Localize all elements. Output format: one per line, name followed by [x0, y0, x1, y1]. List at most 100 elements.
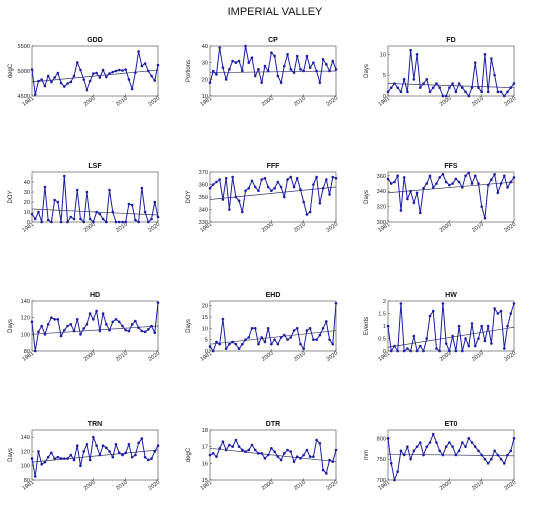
- data-point: [503, 462, 506, 465]
- data-point: [499, 309, 503, 313]
- data-point: [72, 329, 76, 333]
- data-point: [289, 175, 293, 179]
- data-point: [308, 66, 312, 69]
- data-point: [215, 455, 218, 458]
- data-point: [257, 342, 260, 346]
- data-point: [438, 449, 441, 453]
- y-tick-label: 10: [24, 210, 30, 216]
- data-point: [37, 79, 40, 83]
- data-point: [244, 338, 247, 341]
- data-point: [402, 176, 406, 179]
- y-tick-label: 300: [377, 220, 386, 226]
- y-axis-label: DOY: [186, 190, 192, 203]
- data-point: [66, 220, 69, 224]
- data-point: [79, 464, 82, 468]
- data-point: [130, 203, 134, 207]
- x-tick-label: 2020: [326, 96, 340, 108]
- data-point: [69, 323, 73, 326]
- panel-title: CP: [268, 37, 278, 44]
- data-point: [483, 53, 487, 56]
- data-point: [46, 455, 50, 459]
- data-point: [470, 182, 474, 185]
- data-point: [428, 174, 432, 178]
- data-point: [428, 314, 432, 318]
- data-point: [59, 220, 63, 224]
- y-tick-label: 0.5: [378, 337, 386, 343]
- series-line: [387, 171, 515, 219]
- y-axis-label: degC: [8, 63, 14, 78]
- data-point: [396, 470, 399, 473]
- series-line: [31, 302, 159, 352]
- data-point: [140, 186, 144, 190]
- data-point: [69, 453, 73, 457]
- data-point: [270, 189, 273, 193]
- data-point: [409, 349, 412, 353]
- data-point: [50, 451, 53, 455]
- x-tick-label: 2020: [148, 351, 162, 363]
- data-point: [140, 437, 144, 440]
- data-point: [228, 68, 231, 71]
- data-point: [85, 190, 89, 194]
- trend-line: [209, 70, 337, 74]
- data-point: [121, 69, 124, 72]
- data-point: [493, 307, 496, 310]
- data-point: [302, 69, 305, 73]
- data-point: [441, 453, 445, 457]
- data-point: [312, 61, 315, 64]
- x-tick-label: 2000: [439, 351, 453, 363]
- data-point: [419, 86, 422, 89]
- data-point: [422, 186, 425, 190]
- data-point: [483, 457, 487, 461]
- data-point: [263, 176, 267, 180]
- data-point: [124, 68, 127, 71]
- data-point: [218, 342, 221, 346]
- data-point: [75, 444, 79, 448]
- data-point: [75, 318, 79, 321]
- data-point: [312, 455, 315, 458]
- y-tick-label: 80: [24, 349, 30, 355]
- data-point: [79, 68, 82, 72]
- y-tick-label: 120: [21, 316, 30, 322]
- series-line: [387, 303, 515, 353]
- data-point: [156, 444, 160, 448]
- series-line: [387, 432, 515, 482]
- data-point: [409, 189, 412, 193]
- data-point: [237, 199, 241, 203]
- panel-title: FFF: [267, 163, 281, 170]
- x-tick-label: 2000: [83, 222, 97, 234]
- data-point: [156, 301, 160, 304]
- data-point: [30, 320, 34, 324]
- data-point: [218, 447, 221, 450]
- data-point: [496, 312, 500, 315]
- data-point: [134, 319, 137, 323]
- data-point: [477, 449, 480, 453]
- data-point: [253, 74, 257, 78]
- data-point: [321, 186, 325, 190]
- data-point: [114, 69, 118, 73]
- series-line: [209, 175, 337, 216]
- data-point: [276, 180, 280, 184]
- y-tick-label: 800: [377, 436, 386, 442]
- data-point: [444, 94, 448, 98]
- data-point: [299, 342, 302, 346]
- data-point: [218, 178, 221, 181]
- y-axis-label: degC: [186, 447, 192, 462]
- data-point: [75, 61, 79, 64]
- trend-line: [209, 447, 337, 463]
- data-point: [435, 182, 438, 185]
- data-point: [253, 448, 257, 452]
- data-point: [425, 78, 429, 81]
- data-point: [299, 188, 302, 191]
- data-point: [295, 54, 299, 58]
- data-point: [477, 337, 480, 340]
- y-tick-label: 10: [202, 326, 208, 332]
- data-point: [480, 453, 483, 457]
- y-tick-label: 0: [205, 349, 208, 355]
- x-tick-label: 2010: [115, 222, 129, 234]
- data-point: [325, 472, 328, 475]
- data-point: [127, 329, 131, 333]
- data-point: [114, 442, 118, 446]
- data-point: [308, 455, 312, 458]
